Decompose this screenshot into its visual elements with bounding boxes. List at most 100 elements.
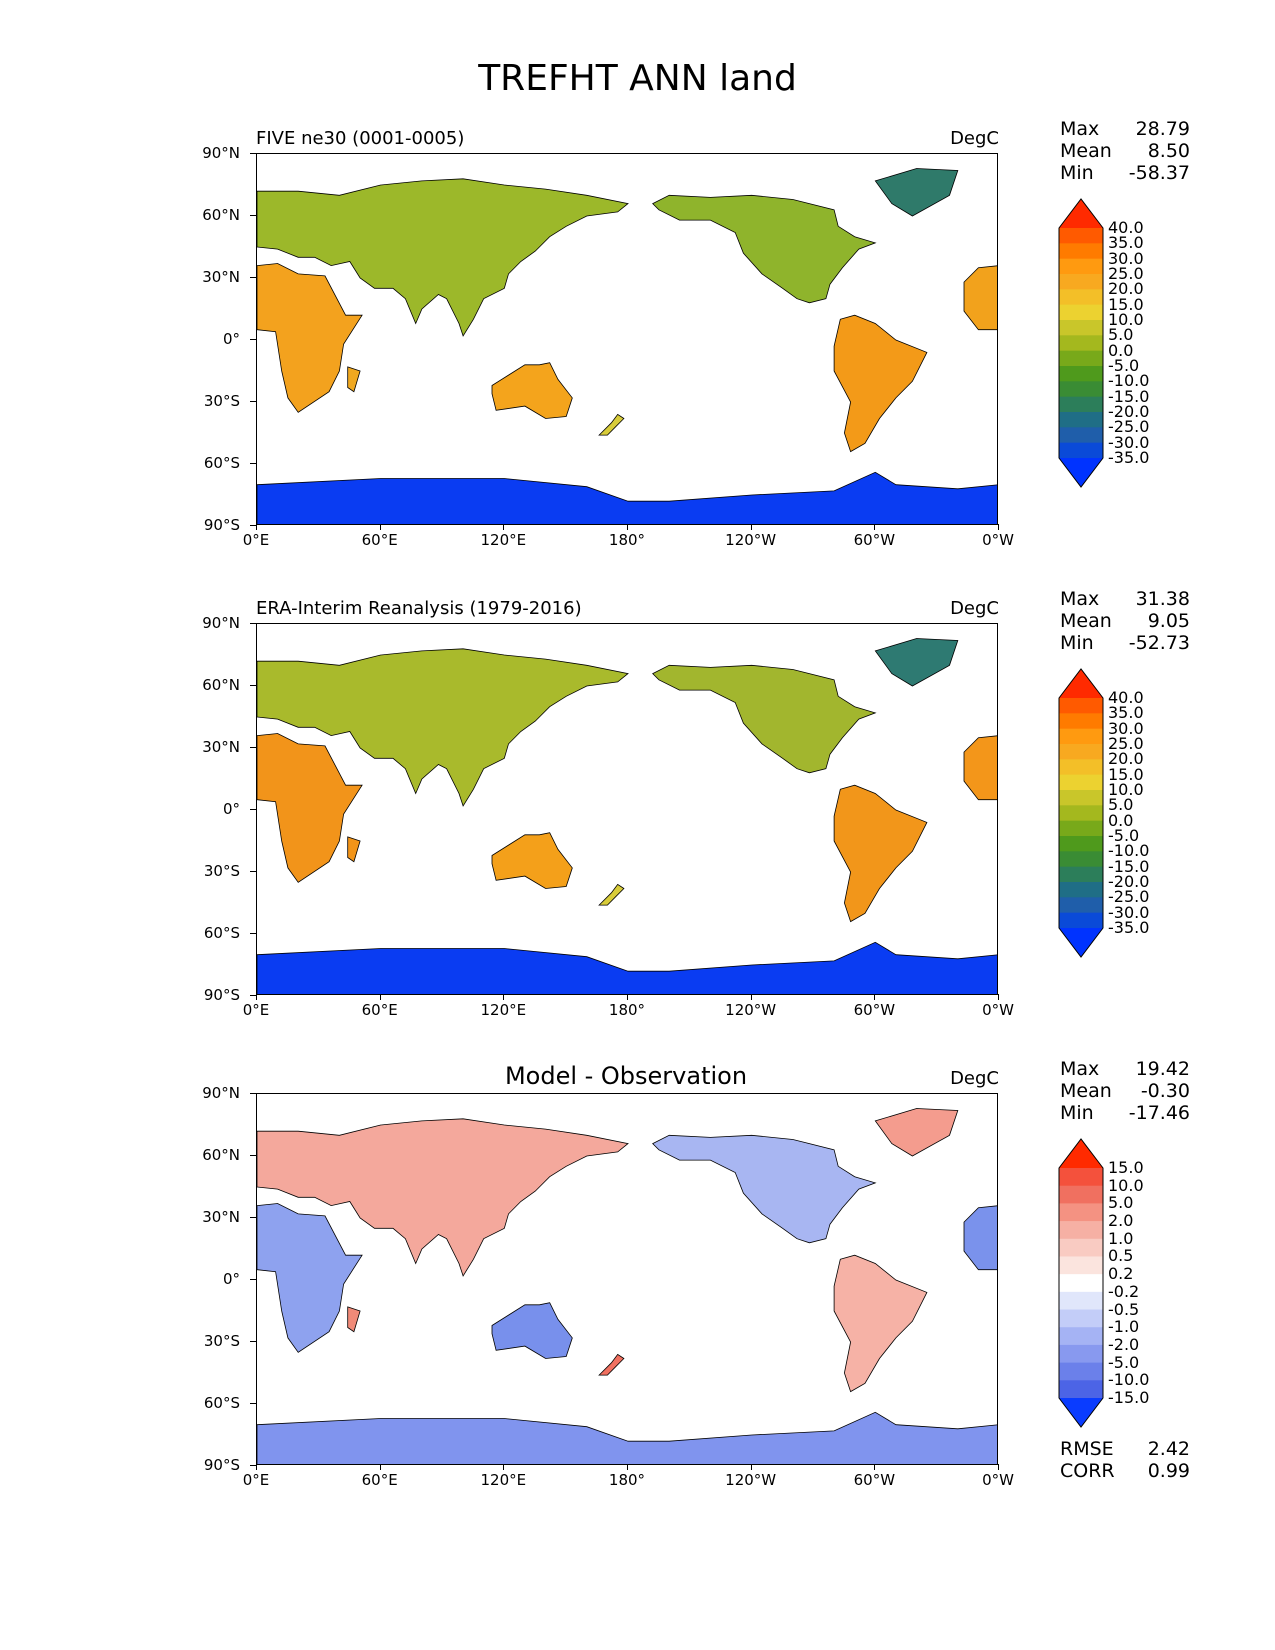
stat-row-max: Max 31.38: [1060, 588, 1190, 610]
colorbar-tick-label: 15.0: [1108, 764, 1144, 784]
colorbar-segment: [1059, 366, 1103, 382]
colorbar-tick-label: -25.0: [1108, 887, 1150, 907]
colorbar-tick-label: -35.0: [1108, 448, 1150, 467]
landmass-namerica: [652, 194, 877, 304]
x-tick: [503, 994, 505, 1000]
colorbar-segment: [1059, 274, 1103, 290]
colorbar-tick-label: 5.0: [1108, 325, 1134, 345]
colorbar-tick-label: -5.0: [1108, 826, 1140, 845]
x-tick: [503, 524, 505, 530]
stat-value: 2.42: [1147, 1438, 1190, 1460]
y-tick: [250, 401, 256, 402]
colorbar-segment: [1059, 912, 1103, 929]
y-tick-label: 30°N: [202, 1208, 240, 1226]
landmass-westafrica2: [963, 735, 997, 801]
x-tick: [256, 524, 257, 530]
colorbar-wrap: [1058, 1138, 1104, 1432]
colorbar-segment: [1059, 304, 1103, 321]
colorbar-segment: [1059, 1238, 1103, 1258]
colorbar: [1058, 668, 1104, 958]
x-tick: [750, 1464, 752, 1470]
stats-block: Max 31.38 Mean 9.05 Min -52.73: [1060, 588, 1190, 654]
x-tick: [379, 994, 381, 1000]
colorbar-tick-label: 20.0: [1108, 749, 1144, 769]
colorbar-tick-label: -30.0: [1108, 432, 1150, 452]
colorbar-segment: [1059, 1203, 1103, 1222]
stat-label: Mean: [1060, 1080, 1112, 1102]
panel-title: FIVE ne30 (0001-0005): [256, 128, 465, 149]
colorbar-tick-label: 2.0: [1108, 1211, 1134, 1231]
colorbar-tick-label: -0.2: [1108, 1281, 1140, 1301]
colorbar-segment: [1059, 243, 1103, 260]
colorbar-tick-label: -20.0: [1108, 872, 1150, 891]
x-tick: [256, 994, 257, 1000]
colorbar-segment: [1059, 805, 1103, 822]
landmass-samerica: [833, 1254, 928, 1393]
landmass-africa: [257, 1203, 363, 1353]
colorbar-segment: [1059, 1168, 1103, 1187]
colorbar-tick-label: 0.0: [1108, 340, 1134, 360]
colorbar-segment: [1059, 744, 1103, 760]
stat-row-rmse: RMSE 2.42: [1060, 1438, 1190, 1460]
y-tick: [250, 1465, 256, 1466]
landmass-australia: [491, 362, 573, 419]
landmass-greenland: [874, 168, 959, 217]
landmass-eurasia: [257, 648, 629, 807]
map-svg: [257, 638, 997, 994]
x-tick: [627, 524, 628, 530]
colorbar-tick-label: 40.0: [1108, 218, 1144, 237]
landmass-antarctica: [257, 1411, 997, 1464]
y-tick-label: 90°S: [203, 986, 240, 1004]
x-tick-label: 0°W: [982, 1471, 1014, 1489]
x-tick: [998, 524, 999, 530]
colorbar-tick-label: 5.0: [1108, 795, 1134, 815]
x-tick: [874, 994, 876, 1000]
colorbar-wrap: [1058, 668, 1104, 962]
y-tick: [250, 1279, 256, 1280]
y-tick: [250, 277, 256, 278]
y-tick-label: 60°N: [202, 1146, 240, 1164]
colorbar-tick-label: 0.5: [1108, 1246, 1134, 1266]
colorbar-tick-label: -20.0: [1108, 402, 1150, 421]
x-tick-label: 120°W: [725, 531, 777, 549]
landmass-samerica: [833, 784, 928, 923]
colorbar-segment: [1059, 412, 1103, 428]
landmass-namerica: [652, 664, 877, 774]
colorbar-segment: [1059, 820, 1103, 837]
y-tick: [250, 871, 256, 872]
y-tick: [250, 623, 256, 624]
stat-row-min: Min -58.37: [1060, 162, 1190, 184]
colorbar-tick-label: 15.0: [1108, 294, 1144, 314]
colorbar-tick-label: -10.0: [1108, 371, 1150, 391]
x-tick: [627, 994, 628, 1000]
stat-label: Min: [1060, 162, 1094, 184]
stat-row-mean: Mean 8.50: [1060, 140, 1190, 162]
colorbar-segment: [1059, 851, 1103, 868]
colorbar-tick-label: -10.0: [1108, 1370, 1150, 1390]
landmass-antarctica: [257, 941, 997, 994]
colorbar-tick-label: -35.0: [1108, 918, 1150, 937]
x-tick: [256, 1464, 257, 1470]
x-tick: [750, 524, 752, 530]
colorbar-tick-label: -15.0: [1108, 386, 1150, 406]
stat-label: Min: [1060, 632, 1094, 654]
colorbar-segment: [1059, 427, 1103, 444]
colorbar-tick-label: -25.0: [1108, 417, 1150, 437]
colorbar-segment: [1059, 1380, 1103, 1399]
stat-value: 31.38: [1135, 588, 1190, 610]
x-tick-label: 60°E: [361, 1001, 398, 1019]
y-tick: [250, 995, 256, 996]
colorbar-tick-label: 30.0: [1108, 248, 1144, 268]
y-tick-label: 30°S: [203, 392, 240, 410]
panel-difference: Model - Observation DegC 90°N 60°N 30°N 0° 30°…: [0, 1058, 1275, 1498]
colorbar-tick-label: -1.0: [1108, 1317, 1140, 1337]
x-tick: [998, 1464, 999, 1470]
y-tick-label: 60°S: [203, 924, 240, 942]
landmass-eurasia: [257, 1118, 629, 1277]
colorbar-tick-label: 10.0: [1108, 310, 1144, 329]
colorbar-tick-label: 25.0: [1108, 734, 1144, 753]
stat-value: 9.05: [1147, 610, 1190, 632]
y-tick-label: 60°S: [203, 1394, 240, 1412]
colorbar-tick-label: -0.5: [1108, 1299, 1140, 1319]
colorbar-tick-label: 1.0: [1108, 1228, 1134, 1248]
